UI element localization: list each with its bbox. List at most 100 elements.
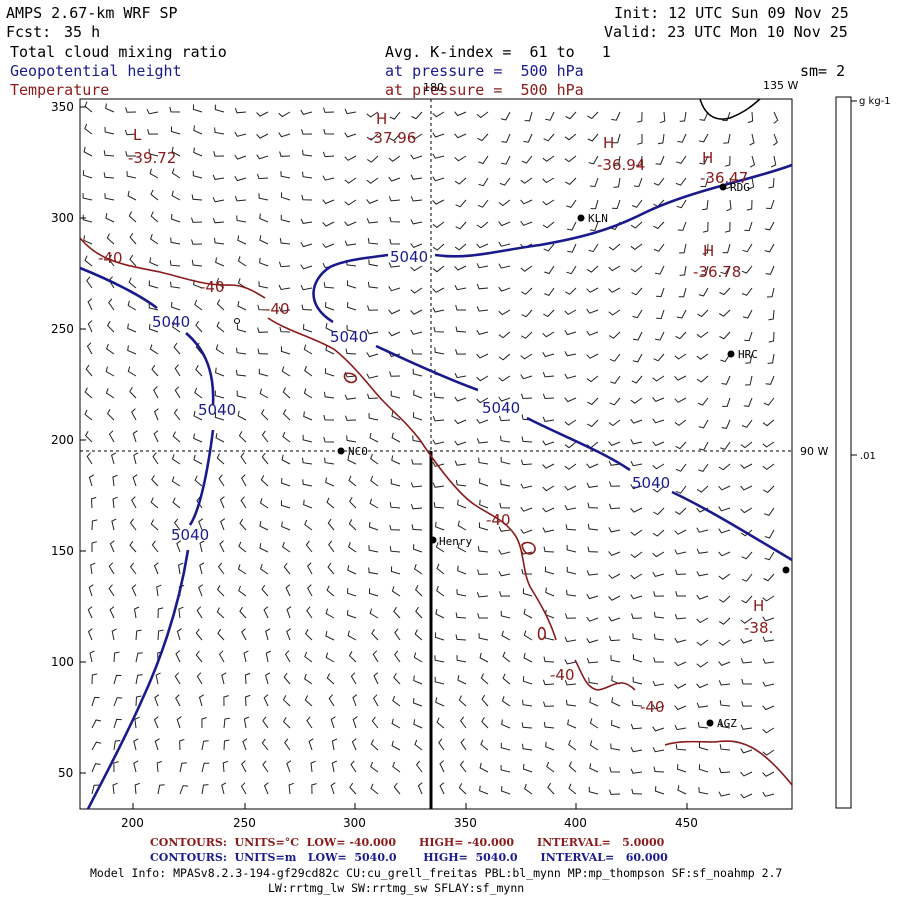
wind-barb [84, 101, 93, 113]
wind-barb [696, 527, 709, 533]
wind-barb [700, 265, 709, 276]
wind-barb [347, 565, 357, 575]
wind-barb [478, 457, 489, 465]
wind-barb [170, 237, 181, 245]
wind-barb [410, 219, 423, 225]
wind-barb [748, 177, 755, 190]
station-label-henry: Henry [439, 535, 472, 548]
wind-barb [566, 199, 577, 208]
wind-barb [564, 504, 577, 511]
wind-barb [151, 474, 159, 487]
colorbar-unit: g kg-1 [859, 96, 891, 107]
wind-barb [478, 633, 489, 641]
station-dot-agz[interactable] [706, 719, 714, 727]
wind-barb [127, 345, 137, 355]
wind-barb [674, 419, 687, 427]
pressure-temp: at pressure = 500 hPa [385, 81, 584, 99]
wind-barb [653, 591, 665, 597]
wind-barb [108, 562, 115, 575]
wind-barb [153, 386, 159, 399]
wind-barb [522, 588, 533, 597]
wind-barb [344, 155, 357, 161]
wind-barb [389, 111, 401, 120]
wind-barb [125, 151, 136, 157]
wind-barb [589, 718, 599, 729]
wind-barb [630, 460, 643, 467]
wind-barb [214, 127, 225, 135]
wind-barb [565, 613, 577, 619]
wind-barb [286, 628, 291, 641]
wind-barb [458, 783, 467, 795]
wind-barb [720, 721, 731, 729]
wind-barb [370, 475, 379, 487]
wind-barb [350, 760, 357, 773]
height-labels: 5040 5040 5040 5040 5040 5040 5040 [152, 248, 670, 544]
wind-barb [153, 408, 159, 421]
wind-barb [148, 148, 159, 157]
wind-barb [215, 257, 225, 267]
wind-barb [303, 411, 313, 421]
wind-barb [498, 549, 511, 555]
height-label: 5040 [482, 399, 520, 417]
wind-barb [676, 309, 687, 319]
station-dot-rdg[interactable] [719, 183, 727, 191]
wind-barb [88, 584, 94, 597]
wind-barb [477, 569, 489, 575]
wind-barb [193, 410, 203, 421]
wind-barb [214, 412, 225, 421]
wind-barb [151, 540, 159, 553]
wind-barb [344, 108, 357, 115]
station-dot-kln[interactable] [577, 214, 585, 222]
wind-barb [586, 287, 599, 293]
wind-barb [675, 177, 687, 186]
wind-barb [169, 260, 181, 267]
wind-barb [652, 463, 665, 470]
wind-barb [521, 331, 533, 339]
wind-barb [104, 126, 115, 135]
wind-barb [434, 676, 445, 685]
height-label: 5040 [171, 526, 209, 544]
wind-barb [212, 174, 225, 180]
wind-barb [390, 566, 401, 575]
station-dot-nco[interactable] [337, 447, 345, 455]
wind-barb [610, 655, 621, 663]
wind-barb [521, 309, 533, 318]
wind-barb [366, 373, 379, 379]
wind-barb [434, 347, 445, 355]
wind-barb [131, 584, 137, 597]
wind-barb [432, 416, 445, 422]
station-dot-henry[interactable] [429, 536, 437, 544]
y-tick-label: 50 [58, 766, 73, 780]
station-label-agz: AGZ [717, 717, 737, 730]
wind-barb [454, 155, 467, 162]
wind-barb [91, 763, 101, 773]
colorbar [835, 96, 852, 809]
contours-height-info: CONTOURS: UNITS=m LOW= 5040.0 HIGH= 5040… [150, 851, 668, 864]
wind-barb [127, 300, 137, 311]
height-contour [312, 253, 389, 324]
station-dot-hrc[interactable] [727, 350, 735, 358]
wind-barb [109, 606, 115, 619]
extremum-value: -36.78 [693, 263, 741, 281]
wind-barb [304, 519, 313, 531]
wind-barb [588, 155, 599, 165]
wind-barb [263, 606, 269, 619]
wind-barb [740, 485, 753, 491]
wind-barb [368, 588, 379, 597]
station-dot-unnamed[interactable] [782, 566, 790, 574]
wind-barb [113, 740, 121, 751]
wind-barb [261, 738, 269, 751]
wind-barb [726, 199, 732, 212]
wind-barb [674, 529, 687, 535]
wind-barb [344, 199, 357, 206]
wind-barb [587, 111, 599, 120]
wind-barb [630, 529, 643, 536]
wind-barb [346, 588, 357, 597]
wind-barb [176, 540, 182, 553]
wind-barb [171, 146, 181, 157]
wind-barb [256, 173, 269, 180]
extremum-value: -39.72 [128, 149, 176, 167]
wind-barb [476, 111, 489, 119]
wind-barb [655, 155, 665, 165]
wind-barb [191, 194, 203, 201]
